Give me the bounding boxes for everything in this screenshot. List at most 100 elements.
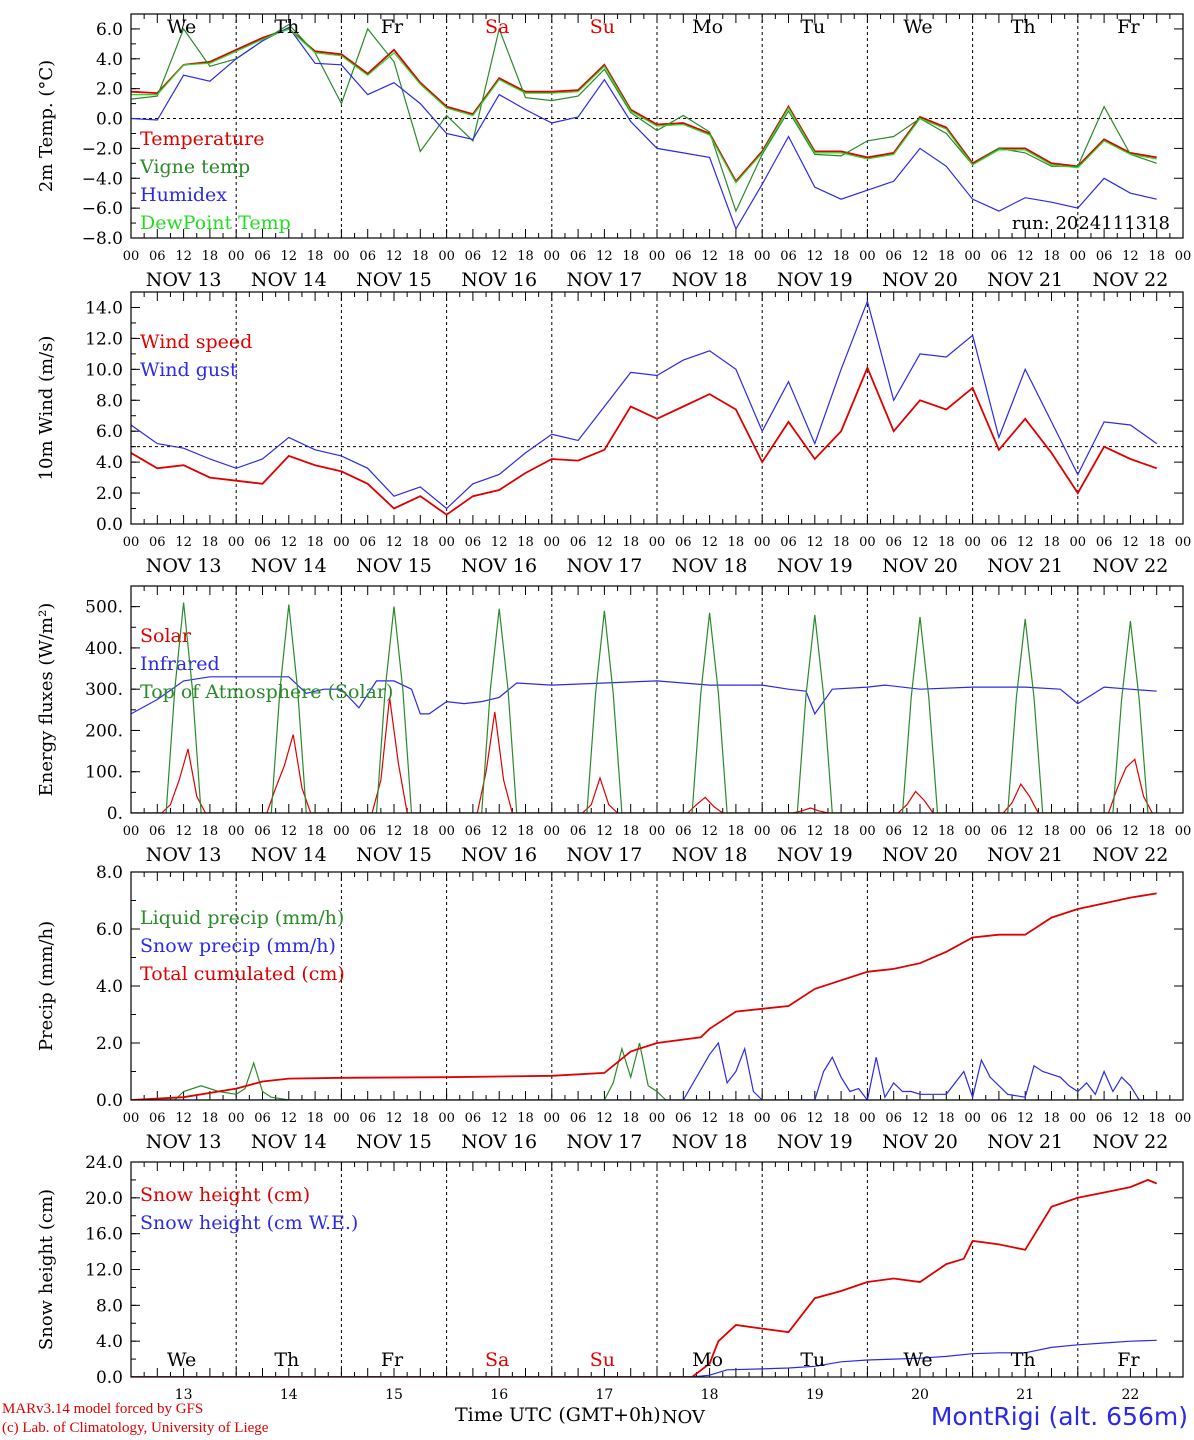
legend-entry: Total cumulated (cm) (140, 963, 345, 985)
legend-entry: Temperature (140, 128, 264, 150)
hour-label: 12 (1017, 249, 1034, 264)
weekday-top: We (167, 16, 196, 38)
hour-label: 18 (622, 824, 639, 839)
hour-label: 12 (1122, 535, 1139, 550)
hour-label: 12 (596, 249, 613, 264)
y-axis-label: 2m Temp. (°C) (36, 60, 57, 192)
y-tick-label: 8.0 (96, 1296, 123, 1316)
day-label: NOV 17 (566, 269, 642, 291)
day-label: NOV 22 (1092, 1131, 1168, 1153)
day-label: NOV 13 (146, 1131, 222, 1153)
legend-entry: Wind speed (140, 331, 252, 353)
hour-label: 06 (465, 249, 482, 264)
hour-label: 18 (833, 249, 850, 264)
hour-label: 00 (438, 249, 455, 264)
hour-label: 00 (544, 1111, 561, 1126)
hour-label: 12 (596, 1111, 613, 1126)
day-label: NOV 18 (672, 1131, 748, 1153)
day-label: NOV 16 (461, 844, 537, 866)
series-line (131, 28, 1157, 184)
weekday-top: Sa (485, 16, 509, 38)
series-line (131, 697, 1153, 813)
day-number: 16 (490, 1387, 508, 1403)
hour-label: 12 (1017, 824, 1034, 839)
hour-label: 00 (123, 1111, 140, 1126)
y-tick-label: 20.0 (85, 1189, 123, 1209)
series-line (131, 602, 1157, 813)
hour-label: 18 (307, 535, 324, 550)
day-label: NOV 19 (777, 555, 853, 577)
y-tick-label: 4.0 (96, 453, 123, 473)
hour-label: 12 (175, 1111, 192, 1126)
hour-label: 12 (175, 824, 192, 839)
hour-label: 06 (675, 535, 692, 550)
hour-label: 12 (912, 824, 929, 839)
day-number: 13 (175, 1387, 193, 1403)
hour-label: 18 (622, 1111, 639, 1126)
hour-label: 06 (1096, 1111, 1113, 1126)
hour-label: 00 (123, 824, 140, 839)
hour-label: 00 (333, 824, 350, 839)
y-tick-label: 8.0 (96, 863, 123, 883)
y-axis-label: 10m Wind (m/s) (36, 336, 57, 481)
hour-label: 00 (123, 249, 140, 264)
y-tick-label: 0.0 (96, 110, 123, 130)
y-axis-label: Energy fluxes (W/m²) (36, 603, 57, 797)
hour-label: 12 (386, 249, 403, 264)
y-tick-label: 8.0 (96, 391, 123, 411)
legend-entry: Infrared (140, 653, 220, 675)
panel-3: 500. 400. 300. 200. 100. 0. Energy fluxes (W/m… (36, 585, 1192, 866)
hour-label: 06 (780, 249, 797, 264)
series-line (131, 1178, 1158, 1377)
lab-credit: (c) Lab. of Climatology, University of L… (2, 1420, 269, 1436)
y-tick-label: 0.0 (96, 515, 123, 535)
day-number: 15 (385, 1387, 403, 1403)
day-number: 21 (1016, 1387, 1034, 1403)
hour-label: 00 (228, 535, 245, 550)
hour-label: 12 (386, 535, 403, 550)
legend-entry: DewPoint Temp (140, 212, 291, 234)
hour-label: 06 (359, 249, 376, 264)
hour-label: 18 (307, 1111, 324, 1126)
hour-label: 12 (701, 535, 718, 550)
hour-label: 00 (1070, 1111, 1087, 1126)
plot-frame (130, 291, 1184, 525)
hour-label: 00 (859, 1111, 876, 1126)
hour-label: 06 (254, 824, 271, 839)
hour-label: 00 (1175, 824, 1192, 839)
day-label: NOV 21 (987, 844, 1063, 866)
hour-label: 06 (465, 1111, 482, 1126)
hour-label: 06 (359, 535, 376, 550)
hour-label: 18 (833, 824, 850, 839)
hour-label: 12 (1122, 1111, 1139, 1126)
hour-label: 00 (333, 249, 350, 264)
day-label: NOV 22 (1092, 269, 1168, 291)
hour-label: 06 (780, 535, 797, 550)
day-label: NOV 16 (461, 555, 537, 577)
hour-label: 00 (228, 249, 245, 264)
hour-label: 00 (1175, 1111, 1192, 1126)
y-tick-label: 6.0 (96, 422, 123, 442)
hour-label: 18 (1148, 1111, 1165, 1126)
hour-label: 00 (1175, 249, 1192, 264)
y-tick-label: 400. (85, 639, 123, 659)
day-label: NOV 17 (566, 844, 642, 866)
hour-label: 12 (596, 824, 613, 839)
y-tick-label: 0.0 (96, 1091, 123, 1111)
hour-label: 00 (544, 249, 561, 264)
hour-label: 00 (754, 249, 771, 264)
hour-label: 18 (1148, 535, 1165, 550)
hour-label: 00 (1070, 824, 1087, 839)
day-label: NOV 14 (251, 555, 327, 577)
hour-label: 18 (517, 249, 534, 264)
day-label: NOV 17 (566, 1131, 642, 1153)
y-tick-label: 10.0 (85, 360, 123, 380)
day-number: 22 (1121, 1387, 1139, 1403)
hour-label: 00 (859, 824, 876, 839)
hour-label: 12 (281, 1111, 298, 1126)
y-tick-label: 12.0 (85, 1261, 123, 1281)
day-label: NOV 16 (461, 269, 537, 291)
hour-label: 18 (938, 535, 955, 550)
hour-label: 06 (991, 535, 1008, 550)
hour-label: 06 (675, 1111, 692, 1126)
